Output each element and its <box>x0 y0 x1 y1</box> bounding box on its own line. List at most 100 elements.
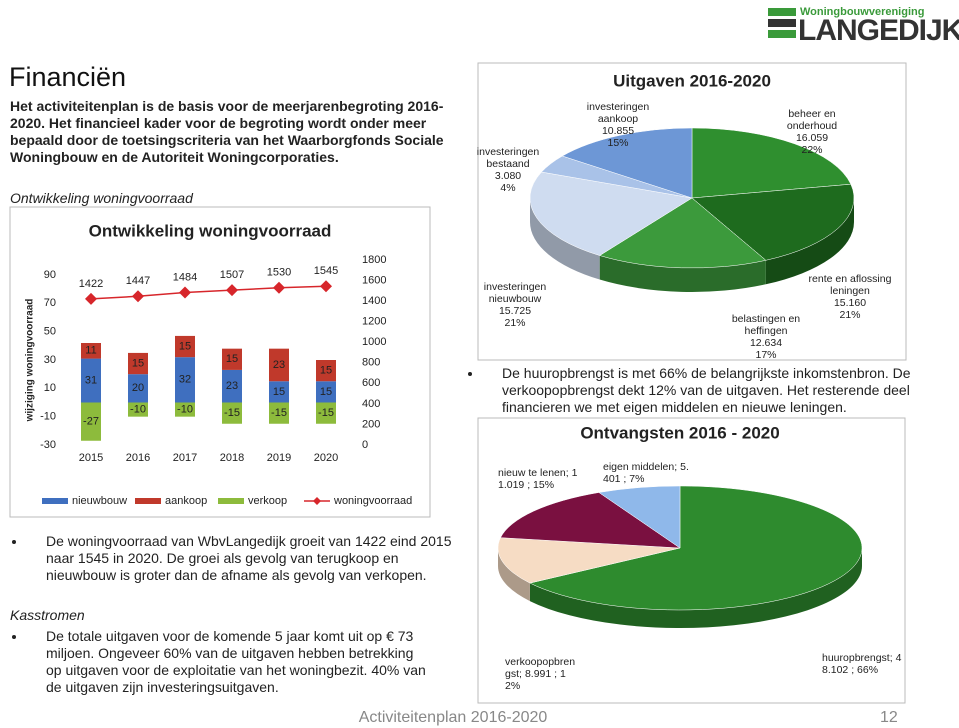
slice-percent: 4% <box>500 182 516 194</box>
pie-slice <box>497 537 681 584</box>
slice-value: 12.634 <box>749 337 783 349</box>
data-label: -15 <box>318 407 334 419</box>
bullet: De woningvoorraad van WbvLangedijk groei… <box>10 533 460 584</box>
bar <box>175 335 195 358</box>
bullet: De totale uitgaven voor de komende 5 jaa… <box>10 628 430 696</box>
data-label: 15 <box>226 353 238 365</box>
marker <box>226 284 238 297</box>
bullet: De huuropbrengst is met 66% de belangrij… <box>466 365 916 416</box>
bar <box>128 402 148 417</box>
bar <box>269 402 289 424</box>
pie-side <box>498 548 530 602</box>
bar <box>81 402 101 441</box>
slice-value: 8.991 ; 12% <box>505 668 566 692</box>
slice-value: 11.019 ; 15% <box>498 467 578 491</box>
slice-percent: 15% <box>607 137 629 149</box>
y2-tick-label: 400 <box>362 398 380 410</box>
slice-name: rente en aflossing leningen <box>808 273 892 297</box>
pie-slice <box>691 127 852 199</box>
data-label: 31 <box>85 374 97 386</box>
pie-slice <box>691 183 855 261</box>
data-label: 1484 <box>173 271 197 283</box>
bullet-text: De woningvoorraad van WbvLangedijk groei… <box>46 533 452 583</box>
y2-tick-label: 1200 <box>362 316 386 328</box>
pie-label: investeringen nieuwbouw 15.725 21% <box>470 281 560 329</box>
data-label: 15 <box>320 386 332 398</box>
slice-percent: 17% <box>755 349 777 361</box>
pie-slice <box>598 485 681 549</box>
slice-name: nieuw te lenen; <box>498 467 569 479</box>
slice-name: investeringen bestaand <box>476 146 540 170</box>
data-label: -10 <box>130 403 146 415</box>
marker <box>85 292 97 305</box>
bar <box>316 402 336 424</box>
legend-swatch <box>42 498 68 504</box>
bar <box>128 352 148 375</box>
slice-percent: 21% <box>839 309 861 321</box>
legend-label: aankoop <box>165 495 207 507</box>
bullet-text: De totale uitgaven voor de komende 5 jaa… <box>46 628 426 695</box>
pie-label: eigen middelen; 5.401 ; 7% <box>603 461 693 485</box>
legend-swatch <box>313 497 321 505</box>
slice-name: huuropbrengst; <box>822 652 893 664</box>
pie-label: investeringen bestaand 3.080 4% <box>463 146 553 194</box>
data-label: 11 <box>85 345 96 357</box>
y2-tick-label: 1400 <box>362 295 386 307</box>
x-tick-label: 2017 <box>173 452 197 464</box>
slice-name: investeringen nieuwbouw <box>483 281 547 305</box>
pie-label: huuropbrengst; 48.102 ; 66% <box>822 652 902 676</box>
pie-label: verkoopopbrengst; 8.991 ; 12% <box>505 656 579 692</box>
pie-slice <box>500 492 681 549</box>
footer-text: Activiteitenplan 2016-2020 <box>358 709 548 726</box>
legend-swatch <box>135 498 161 504</box>
page-title: Financiën <box>9 62 127 92</box>
section-heading: Kasstromen <box>10 607 85 623</box>
slice-value: 15.725 <box>498 305 532 317</box>
data-label: 15 <box>273 386 285 398</box>
x-tick-label: 2018 <box>220 452 244 464</box>
y2-tick-label: 0 <box>362 439 368 451</box>
slice-value: 48.102 ; 66% <box>822 652 902 676</box>
logo-name: LANGEDIJK <box>798 14 959 47</box>
slice-name: beheer en onderhoud <box>786 108 838 132</box>
bar <box>316 360 336 382</box>
slice-percent: 21% <box>504 317 526 329</box>
bar <box>222 402 242 424</box>
slice-value: 3.080 <box>494 170 522 182</box>
y-tick-label: 90 <box>44 269 56 281</box>
legend-label: verkoop <box>248 495 287 507</box>
bar <box>175 402 195 417</box>
bar-chart-frame <box>9 206 431 518</box>
logo-icon <box>768 8 796 38</box>
data-label: 20 <box>132 382 144 394</box>
legend-swatch <box>218 498 244 504</box>
chart-title: Ontwikkeling woningvoorraad <box>89 221 332 240</box>
pie-slice <box>599 197 767 269</box>
pie-slice <box>529 171 693 256</box>
bar <box>222 348 242 370</box>
pie-side <box>529 548 862 628</box>
pie-label: investeringen aankoop 10.855 15% <box>573 101 663 149</box>
y-axis-label: wijziging woningvoorraad <box>25 299 36 423</box>
pie-slice <box>529 485 863 611</box>
slice-name: verkoopopbrengst; <box>505 656 576 680</box>
legend-label: nieuwbouw <box>72 495 127 507</box>
bar <box>81 343 101 359</box>
bar <box>222 369 242 403</box>
slice-name: belastingen en heffingen <box>731 313 801 337</box>
data-label: 32 <box>179 374 191 386</box>
data-label: 15 <box>179 340 191 352</box>
data-label: -10 <box>177 403 193 415</box>
bullet-text: De huuropbrengst is met 66% de belangrij… <box>502 365 911 415</box>
bar <box>175 357 195 403</box>
slice-value: 15.160 <box>833 297 867 309</box>
marker <box>132 290 144 303</box>
y-tick-label: -30 <box>40 439 56 451</box>
line <box>90 285 327 300</box>
slice-value: 10.855 <box>601 125 635 137</box>
slice-name: investeringen aankoop <box>586 101 650 125</box>
pie-label: belastingen en heffingen 12.634 17% <box>721 313 811 361</box>
y-tick-label: -10 <box>40 411 56 423</box>
pie-label: rente en aflossing leningen 15.160 21% <box>805 273 895 321</box>
